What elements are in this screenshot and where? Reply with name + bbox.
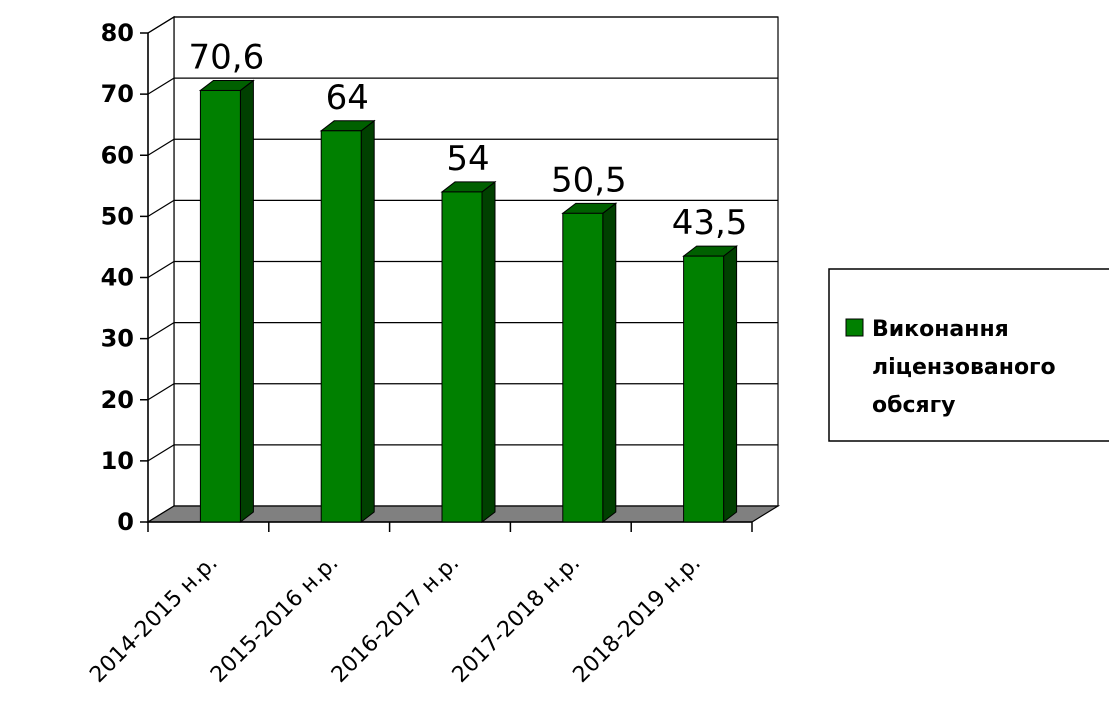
y-tick-label: 60: [101, 141, 134, 169]
data-label: 64: [326, 78, 369, 118]
bars: [198, 79, 739, 524]
y-tick-label: 50: [101, 202, 134, 230]
bar-front: [683, 255, 725, 523]
bar-front: [320, 130, 362, 523]
gridline: [147, 199, 778, 217]
gridline: [147, 138, 778, 156]
bar-side: [723, 245, 738, 524]
bar: [561, 202, 618, 524]
data-label: 50,5: [551, 160, 627, 200]
bar-front: [441, 191, 483, 523]
gridline: [147, 77, 778, 95]
bar-front: [199, 89, 241, 523]
y-tick-label: 70: [101, 80, 134, 108]
data-label: 70,6: [189, 37, 265, 77]
bar-side: [360, 119, 375, 524]
y-tick-label: 40: [101, 264, 134, 292]
legend-line-2: ліцензованого: [872, 355, 1056, 380]
bar-side: [239, 79, 254, 524]
x-tick-label: 2016-2017 н.р.: [327, 551, 464, 688]
data-label: 54: [446, 139, 489, 179]
data-label: 43,5: [672, 203, 748, 243]
x-tick-label: 2017-2018 н.р.: [448, 551, 585, 688]
legend-line-3: обсягу: [872, 393, 955, 418]
bar: [319, 119, 376, 524]
bar: [440, 180, 497, 524]
x-tick-labels: 2014-2015 н.р.2015-2016 н.р.2016-2017 н.…: [85, 551, 706, 688]
bar: [198, 79, 255, 524]
legend-box: [828, 268, 1109, 442]
gridline: [147, 16, 778, 34]
y-tick-label: 20: [101, 386, 134, 414]
bar-front: [562, 212, 604, 523]
bar-side: [602, 202, 617, 524]
legend-line-1: Виконання: [872, 317, 1009, 342]
x-tick-label: 2015-2016 н.р.: [206, 551, 343, 688]
x-tick-label: 2018-2019 н.р.: [568, 551, 705, 688]
y-tick-label: 10: [101, 447, 134, 475]
bar: [682, 245, 739, 524]
y-tick-label: 30: [101, 325, 134, 353]
bar-side: [481, 180, 496, 524]
legend: Виконання ліцензованого обсягу: [828, 268, 1109, 442]
y-tick-label: 80: [101, 19, 134, 47]
x-tick-label: 2014-2015 н.р.: [85, 551, 222, 688]
legend-swatch: [845, 318, 864, 337]
y-tick-label: 0: [117, 508, 134, 536]
y-tick-labels: 0 10 20 30 40 50 60 70 80: [101, 19, 134, 536]
data-labels: 70,6 64 54 50,5 43,5: [189, 37, 748, 243]
